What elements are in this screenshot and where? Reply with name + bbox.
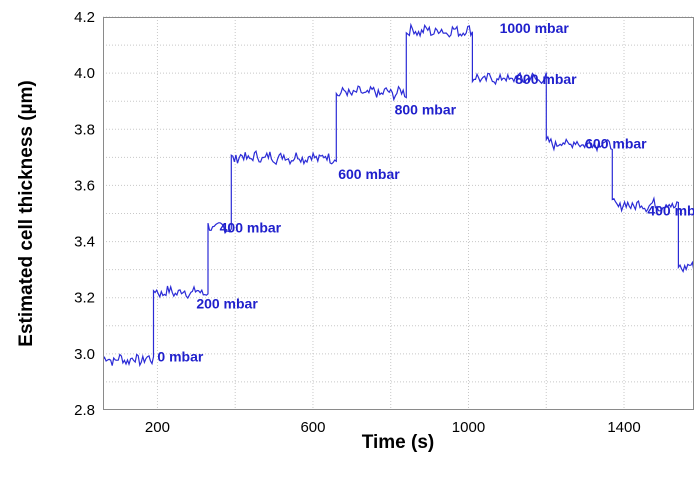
pressure-annotation: 600 mbar — [338, 166, 400, 182]
pressure-annotation: 0 mbar — [157, 349, 203, 365]
y-tick-label: 3.0 — [74, 346, 95, 363]
pressure-annotation: 400 mbar — [220, 220, 282, 236]
y-axis-ticks: 2.8 3.0 3.2 3.4 3.6 3.8 4.0 4.2 — [74, 9, 95, 419]
y-tick-label: 2.8 — [74, 402, 95, 419]
y-tick-label: 3.6 — [74, 177, 95, 194]
y-tick-label: 3.4 — [74, 234, 95, 251]
x-tick-label: 1400 — [607, 419, 640, 436]
y-tick-label: 3.2 — [74, 290, 95, 307]
pressure-annotation: 800 mbar — [395, 102, 457, 118]
pressure-annotation: 200 mbar — [196, 295, 258, 311]
thickness-series-line — [103, 22, 694, 368]
annotations: 0 mbar 200 mbar 400 mbar 600 mbar 800 mbar 10… — [157, 20, 694, 364]
y-tick-label: 4.2 — [74, 9, 95, 26]
pressure-annotation: 800 mbar — [515, 71, 577, 87]
y-axis-title: Estimated cell thickness (µm) — [16, 80, 37, 346]
x-axis-title: Time (s) — [362, 432, 435, 453]
x-tick-label: 200 — [145, 419, 170, 436]
y-tick-label: 3.8 — [74, 121, 95, 138]
pressure-annotation: 600 mbar — [585, 135, 647, 151]
pressure-annotation: 400 mbar — [647, 203, 694, 219]
x-axis-ticks: 200 600 1000 1400 — [145, 419, 641, 436]
pressure-annotation: 1000 mbar — [500, 20, 570, 36]
x-tick-label: 600 — [300, 419, 325, 436]
x-tick-label: 1000 — [452, 419, 485, 436]
y-tick-label: 4.0 — [74, 65, 95, 82]
